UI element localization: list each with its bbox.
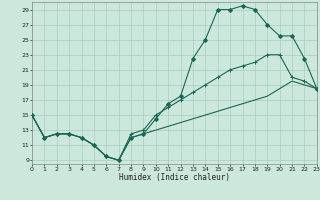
X-axis label: Humidex (Indice chaleur): Humidex (Indice chaleur) [119, 173, 230, 182]
